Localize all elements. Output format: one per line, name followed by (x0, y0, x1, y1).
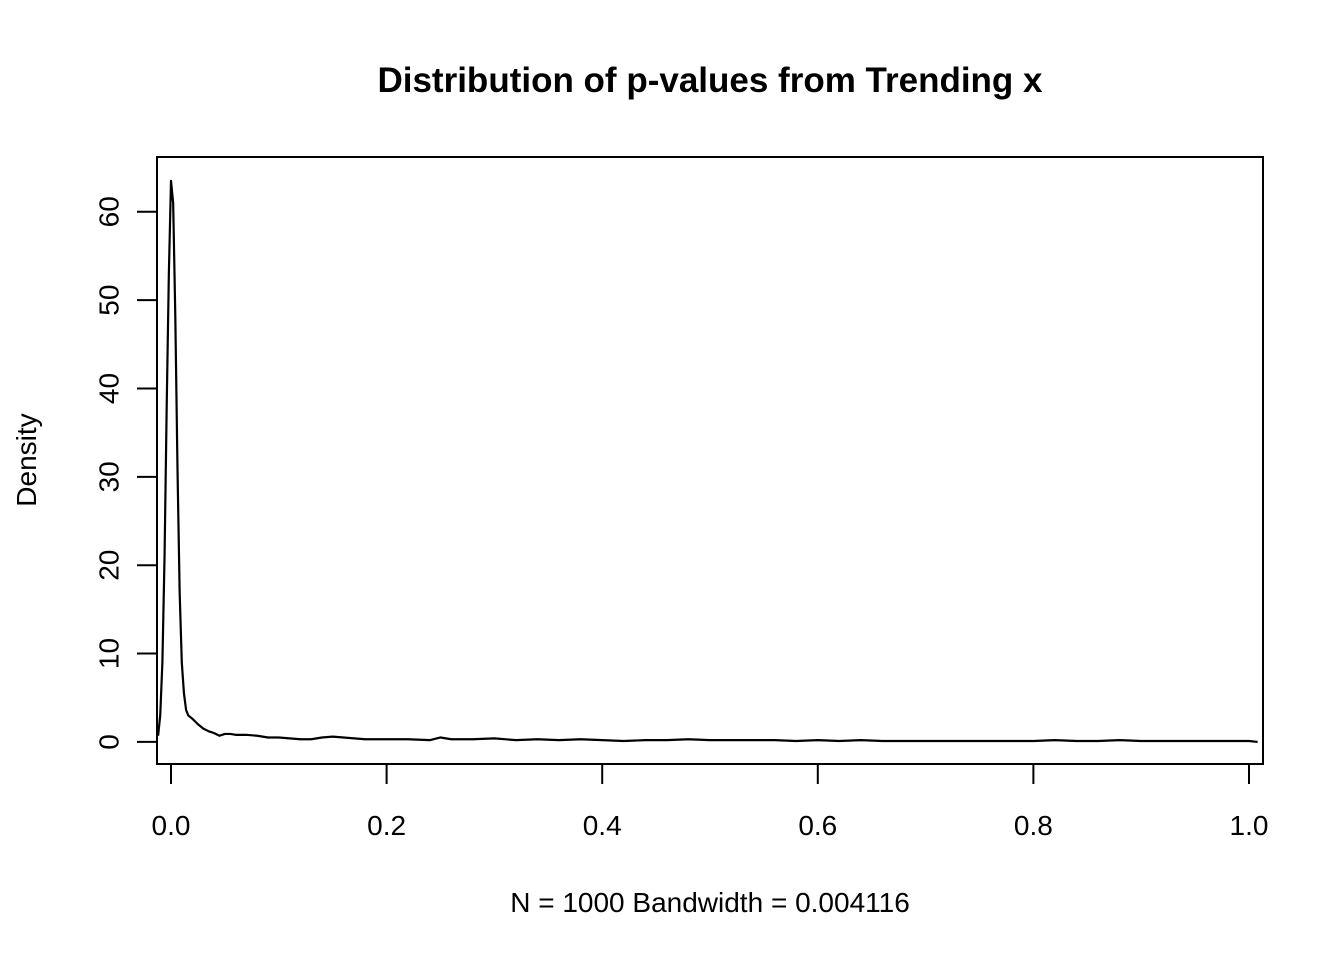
y-axis: 0 10 20 30 40 50 60 (94, 196, 158, 750)
x-tick-label: 0.0 (152, 810, 191, 841)
x-axis-label: N = 1000 Bandwidth = 0.004116 (510, 887, 910, 918)
x-tick-label: 1.0 (1230, 810, 1269, 841)
x-axis: 0.0 0.2 0.4 0.6 0.8 1.0 (152, 763, 1269, 841)
y-tick-label: 10 (94, 638, 125, 669)
plot-frame (156, 156, 1264, 765)
x-tick-label: 0.6 (798, 810, 837, 841)
density-curve (156, 179, 1258, 744)
y-tick-label: 20 (94, 550, 125, 581)
x-tick-label: 0.2 (367, 810, 406, 841)
x-tick-label: 0.8 (1014, 810, 1053, 841)
x-tick-label: 0.4 (583, 810, 622, 841)
y-axis-label: Density (11, 413, 42, 506)
y-tick-label: 40 (94, 373, 125, 404)
y-tick-label: 50 (94, 285, 125, 316)
chart-title: Distribution of p-values from Trending x (377, 61, 1043, 100)
y-tick-label: 30 (94, 461, 125, 492)
y-tick-label: 60 (94, 196, 125, 227)
y-tick-label: 0 (94, 734, 125, 750)
